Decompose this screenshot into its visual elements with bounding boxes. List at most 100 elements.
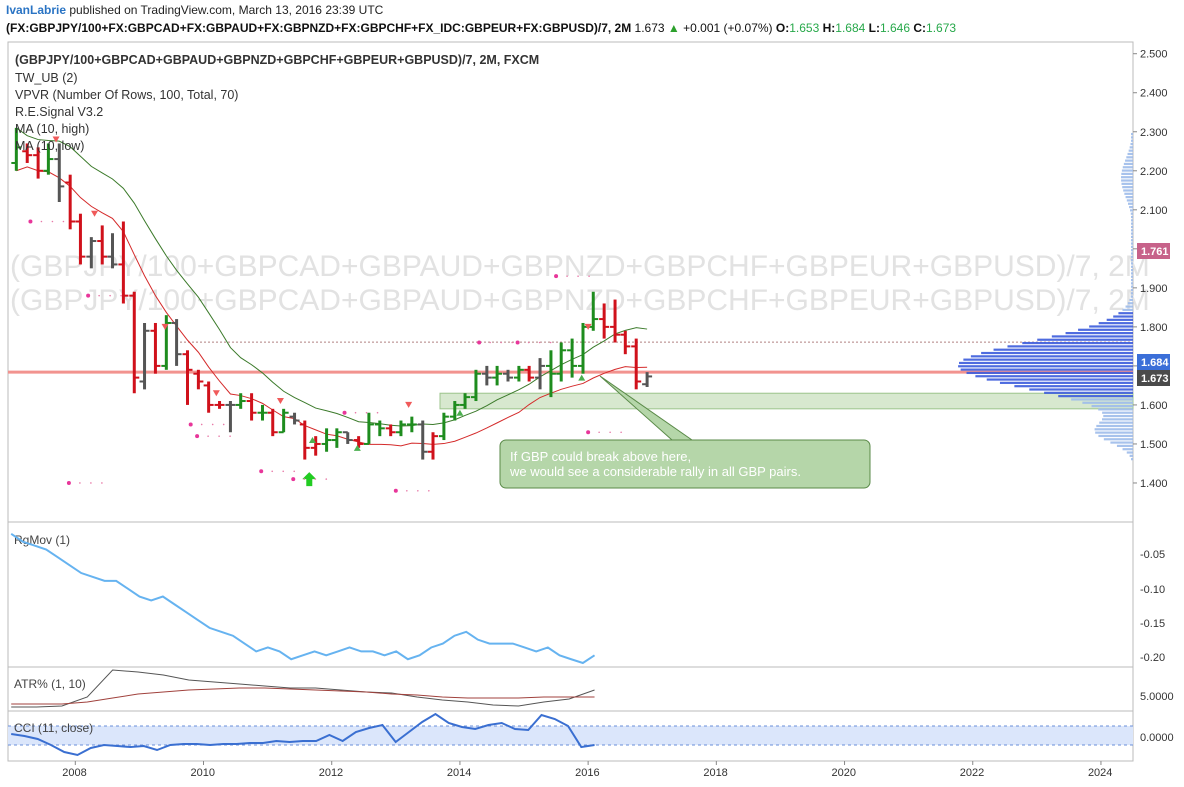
y-tick-label: 2.100 [1140,205,1168,217]
signal-dot [66,480,71,485]
signal-trail [376,411,379,414]
vp-row [970,355,1133,358]
vp-row [1126,199,1133,202]
signal-trail [417,489,419,492]
ohlc-bar [642,372,653,387]
badge-top: 1.761 [1141,246,1169,258]
watermark-line-2: (GBPJPY/100+GBPCAD+GBPAUD+GBPNZD+GBPCHF+… [10,284,1150,317]
close-value: 1.673 [926,21,957,35]
signal-dot [291,477,296,482]
signal-trail [566,275,568,277]
vp-row [1098,408,1133,411]
vp-row [1099,421,1133,424]
vp-row [1130,212,1133,215]
signal-dot [188,422,193,427]
high-label: H: [822,21,836,35]
ohlc-bars [11,127,653,460]
signal-trail [229,435,231,437]
signal-trail [200,423,203,426]
vp-row [1124,192,1133,195]
ohlc-bar [289,412,300,425]
ohlc-bar [65,174,76,230]
signal-trail [90,482,92,484]
vp-row [1095,431,1133,434]
vp-row [1121,169,1133,172]
ohlc-bar [235,393,246,409]
atr-slow [11,687,595,705]
atr-pane-frame [7,666,1134,712]
vp-row [1131,222,1133,225]
vp-row [1122,186,1133,189]
signal-trail [500,341,502,344]
ohlc-bar [535,358,546,390]
x-tick-label: 2024 [1088,767,1112,779]
legend-twub: TW_UB (2) [15,71,78,85]
ohlc-bar [460,393,471,409]
vp-row [1131,259,1133,262]
signal-trail [222,423,225,426]
ohlc-bar [417,420,428,460]
change-value: +0.001 (+0.07%) [683,21,773,35]
vp-row [1129,298,1133,302]
ohlc-bar [321,428,332,452]
atr-tick: 5.0000 [1140,691,1174,703]
legend-vpvr: VPVR (Number Of Rows, 100, Total, 70) [15,88,238,102]
ohlc-bar [385,424,396,437]
ohlc-bar [214,401,225,409]
author-link[interactable]: IvanLabrie [6,3,67,17]
ohlc-bar [567,338,578,378]
ohlc-bar [107,233,118,269]
ohlc-bar [246,393,257,421]
sell-triangle [212,390,220,397]
signal-trail [207,435,209,437]
ohlc-bar [171,319,182,366]
signal-dot [342,410,347,415]
signal-dot [195,434,200,439]
vp-row [1131,262,1133,265]
x-tick-label: 2016 [575,767,599,779]
vp-row [1089,325,1133,328]
vp-row [1071,398,1133,401]
annotation-callout[interactable]: If GBP could break above here, we would … [499,375,871,489]
signal-dot [86,293,91,298]
signal-trail [609,431,611,434]
cci-path [11,712,595,757]
rgmov-tick-3: -0.15 [1140,618,1165,630]
price-axis[interactable]: 1.4001.5001.6001.7001.8001.9002.0002.100… [1133,49,1168,490]
badge-last: 1.673 [1141,373,1169,385]
time-axis[interactable]: 2008 2010 2012 2014 2016 2018 2020 2022 2024 [62,761,1112,779]
x-tick-label: 2010 [191,767,215,779]
signal-dot [586,430,591,435]
y-tick-label: 1.800 [1140,322,1168,334]
signal-trail [325,478,328,480]
rgmov-label: RgMov (1) [14,533,70,547]
vp-row [1058,395,1133,398]
signal-trail [211,423,214,426]
symbol-title: (FX:GBPJPY/100+FX:GBPCAD+FX:GBPAUD+FX:GB… [6,21,632,35]
vp-row [1065,332,1133,335]
callout-box [499,439,871,489]
ohlc-bar [492,365,503,386]
volume-profile [958,132,1133,461]
signal-trail [527,341,530,344]
vp-row [1131,275,1133,278]
ohlc-bar [342,431,353,444]
vp-row [1037,338,1133,341]
sell-triangle [584,323,592,330]
signal-trail [303,478,306,480]
vp-row [1044,391,1133,394]
vp-row [1129,205,1133,209]
rgmov-tick-2: -0.10 [1140,584,1165,596]
signal-trail [98,294,100,297]
vp-row [1125,196,1133,199]
signal-dot [393,488,398,493]
ohlc-bar [374,420,385,437]
ohlc-bar [225,401,236,433]
buy-triangle [456,409,464,416]
vp-row [1113,315,1133,318]
cci-band [8,726,1133,745]
ohlc-bar [257,404,268,421]
vp-row [1082,401,1133,404]
vp-row [1131,219,1133,222]
